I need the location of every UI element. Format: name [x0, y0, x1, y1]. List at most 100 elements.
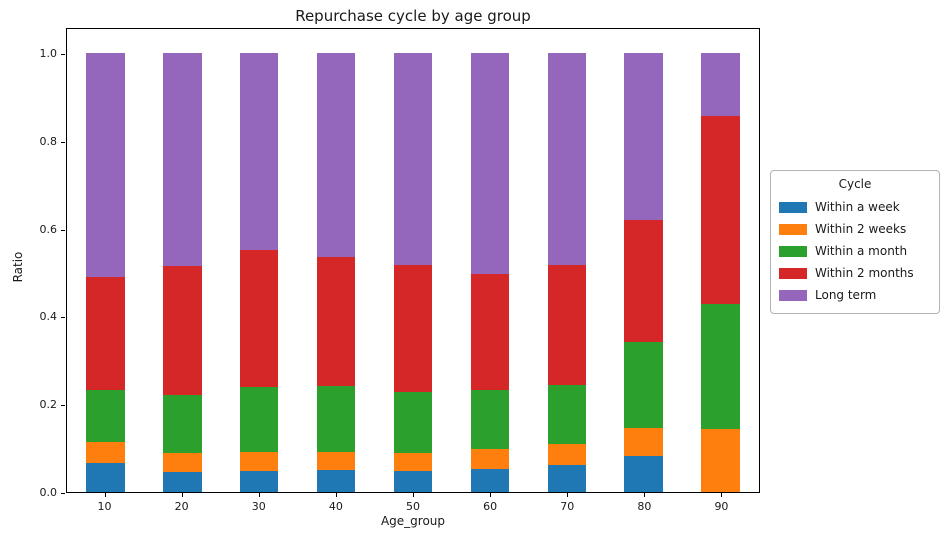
chart-title: Repurchase cycle by age group	[295, 7, 531, 25]
bar-segment	[240, 250, 279, 388]
legend-swatch	[779, 267, 807, 279]
x-tick-mark	[258, 493, 260, 497]
bar-slot	[528, 29, 605, 492]
legend: Cycle Within a week Within 2 weeks Within …	[770, 170, 940, 314]
x-tick-mark	[181, 493, 183, 497]
bar-segment	[316, 53, 356, 257]
bars-container	[67, 29, 759, 492]
x-tick-label: 60	[483, 500, 498, 513]
bar-segment	[547, 444, 586, 466]
bar-stack	[163, 53, 202, 492]
bar-segment	[470, 53, 510, 274]
bar-segment	[163, 394, 202, 454]
bar-stack	[86, 53, 125, 492]
x-tick-label: 90	[714, 500, 729, 513]
bar-segment	[86, 441, 125, 464]
bar-stack	[393, 53, 433, 492]
bar-segment	[393, 264, 433, 393]
legend-entry: Within a week	[779, 196, 931, 218]
bar-segment	[624, 341, 663, 429]
bar-segment	[470, 390, 510, 449]
legend-title: Cycle	[838, 177, 872, 191]
legend-swatch	[779, 223, 807, 235]
bar-slot	[375, 29, 452, 492]
bar-segment	[86, 276, 125, 390]
bar-segment	[470, 469, 510, 492]
legend-label: Within a month	[815, 244, 908, 258]
x-tick-mark	[567, 493, 569, 497]
legend-entry: Within 2 months	[779, 262, 931, 284]
bar-segment	[624, 456, 663, 492]
bar-slot	[451, 29, 528, 492]
legend-entry: Within 2 weeks	[779, 218, 931, 240]
bar-segment	[393, 53, 433, 265]
legend-entry: Long term	[779, 284, 931, 306]
y-tick-mark	[61, 141, 65, 143]
bar-segment	[316, 451, 356, 470]
legend-entry: Within a month	[779, 240, 931, 262]
bar-segment	[701, 53, 740, 116]
bar-segment	[240, 387, 279, 453]
y-tick-label: 0.4	[39, 310, 58, 324]
bar-segment	[624, 219, 663, 342]
x-tick-label: 70	[560, 500, 575, 513]
bar-segment	[701, 429, 740, 492]
y-tick-label: 0.6	[39, 222, 58, 236]
x-tick-mark	[490, 493, 492, 497]
bar-segment	[701, 303, 740, 430]
bar-segment	[240, 452, 279, 471]
legend-label: Within 2 weeks	[815, 222, 907, 236]
bar-stack	[316, 53, 356, 492]
y-tick-label: 1.0	[39, 47, 58, 60]
x-tick-label: 40	[328, 500, 343, 513]
bar-segment	[163, 53, 202, 266]
x-tick-label: 50	[406, 500, 420, 513]
x-axis-label: Age_group	[380, 514, 446, 528]
bar-slot	[298, 29, 375, 492]
x-tick-label: 20	[174, 500, 189, 513]
bar-segment	[163, 453, 202, 472]
bar-segment	[316, 256, 356, 386]
bar-segment	[470, 273, 510, 391]
bar-segment	[163, 471, 202, 492]
bar-segment	[547, 465, 586, 492]
legend-entries: Within a week Within 2 weeks Within a mont…	[779, 196, 931, 306]
y-tick-mark	[61, 405, 65, 407]
x-tick-label: 30	[251, 500, 266, 513]
bar-segment	[316, 385, 356, 452]
bar-segment	[86, 53, 125, 277]
plot-area	[66, 28, 760, 493]
bar-segment	[547, 53, 586, 265]
legend-label: Within 2 months	[815, 266, 914, 280]
y-tick-mark	[61, 317, 65, 319]
bar-slot	[67, 29, 144, 492]
y-tick-label: 0.2	[39, 398, 58, 412]
bar-slot	[682, 29, 759, 492]
x-tick-mark	[413, 493, 414, 497]
bar-stack	[701, 53, 740, 492]
bar-segment	[316, 469, 356, 492]
bar-stack	[547, 53, 586, 492]
x-tick-mark	[721, 493, 723, 497]
bar-segment	[163, 265, 202, 395]
y-tick-label: 0.8	[39, 134, 58, 148]
bar-slot	[605, 29, 682, 492]
x-tick-label: 10	[97, 500, 112, 513]
y-tick-mark	[61, 54, 65, 55]
bar-stack	[624, 53, 663, 492]
legend-label: Within a week	[815, 200, 900, 214]
bar-segment	[240, 53, 279, 251]
x-tick-mark	[104, 493, 106, 497]
x-tick-mark	[644, 493, 646, 497]
bar-segment	[86, 389, 125, 442]
legend-swatch	[779, 289, 807, 301]
y-axis-label: Ratio	[11, 251, 25, 283]
x-tick-label: 80	[637, 500, 652, 513]
y-tick-mark	[61, 229, 65, 231]
legend-swatch	[779, 201, 807, 213]
bar-segment	[393, 392, 433, 453]
bar-segment	[547, 264, 586, 385]
bar-slot	[144, 29, 221, 492]
bar-segment	[393, 452, 433, 471]
